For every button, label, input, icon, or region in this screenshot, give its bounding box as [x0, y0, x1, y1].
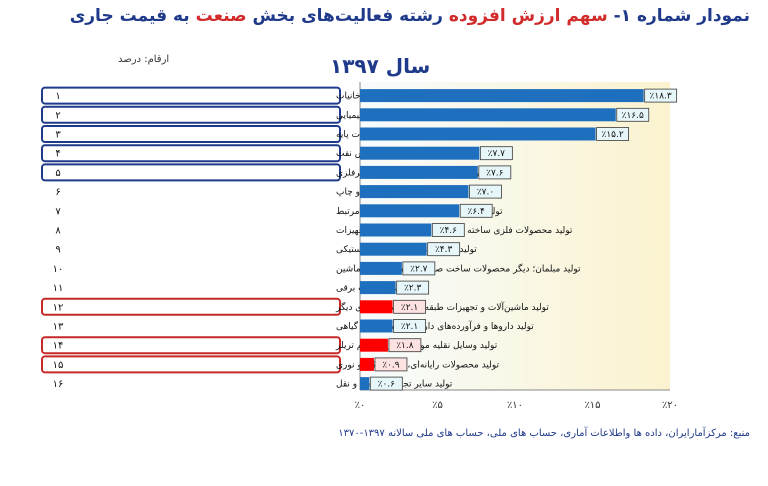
source-note: منبع: مرکزآمارایران، داده ها واطلاعات آم… — [338, 428, 750, 439]
bar — [360, 165, 478, 179]
row-highlight-box — [41, 86, 341, 105]
row-rank: ۲ — [55, 110, 60, 121]
value-label: ٪۷.۷ — [488, 149, 506, 159]
value-label-box — [388, 338, 422, 353]
value-label: ٪۲.۱ — [401, 303, 418, 313]
x-tick-label: ٪۱۰ — [507, 400, 523, 411]
row-highlight-box — [41, 355, 341, 374]
value-label: ٪۱.۸ — [396, 341, 414, 351]
x-tick-label: ٪۱۵ — [584, 400, 600, 411]
value-label-box — [479, 146, 513, 161]
value-label: ٪۰.۶ — [378, 380, 396, 390]
row-rank: ۱ — [55, 91, 60, 102]
bar — [360, 146, 480, 160]
value-label: ٪۴.۳ — [435, 245, 453, 255]
value-label-box — [427, 242, 461, 257]
row-rank: ۹ — [55, 245, 60, 256]
x-tick-label: ٪۲۰ — [662, 400, 678, 411]
row-rank: ۱۳ — [53, 322, 64, 333]
row-highlight-box — [41, 336, 341, 355]
value-label-box — [393, 319, 426, 333]
value-label: ٪۲.۷ — [410, 264, 428, 274]
value-label-box — [402, 261, 436, 276]
bar — [360, 89, 644, 103]
value-label-box — [396, 280, 430, 295]
value-label: ٪۷.۶ — [486, 168, 504, 178]
bar — [360, 185, 469, 199]
bar — [360, 338, 388, 352]
row-rank: ۷ — [55, 206, 61, 217]
bar — [360, 242, 427, 256]
bar — [360, 300, 393, 314]
row-rank: ۱۲ — [53, 302, 64, 313]
value-label-box — [374, 357, 408, 372]
bar — [360, 127, 596, 141]
row-highlight-box — [41, 163, 341, 182]
value-label: ٪۷.۰ — [477, 188, 494, 198]
value-label: ٪۱۸.۳ — [650, 92, 672, 102]
bar — [360, 377, 370, 391]
row-rank: ۵ — [55, 168, 60, 179]
title-part-1: نمودار شماره ۱- — [607, 6, 750, 26]
row-rank: ۱۱ — [53, 283, 64, 294]
value-label: ٪۲.۳ — [404, 284, 422, 294]
row-rank: ۳ — [55, 130, 61, 141]
row-highlight-box — [41, 125, 341, 143]
units-label: ارقام: درصد — [118, 54, 170, 65]
value-label: ٪۲.۱ — [401, 322, 418, 332]
row-highlight-box — [41, 297, 341, 316]
row-rank: ۱۴ — [53, 341, 64, 352]
chart-title: نمودار شماره ۱- سهم ارزش افزوده رشته فعا… — [70, 6, 750, 26]
value-label-box — [596, 127, 629, 141]
bar — [360, 204, 460, 218]
bar — [360, 108, 616, 122]
title-part-5: به قیمت جاری — [69, 6, 196, 26]
row-rank: ۱۵ — [53, 360, 64, 371]
value-label: ٪۱۵.۲ — [601, 130, 623, 140]
value-label-box — [393, 299, 426, 314]
title-part-3: رشته فعالیت‌های بخش — [246, 6, 449, 26]
bar — [360, 281, 396, 295]
value-label: ٪۴.۶ — [440, 226, 458, 236]
value-label-box — [431, 223, 465, 237]
x-tick-label: ٪۵ — [432, 400, 443, 411]
value-label-box — [469, 184, 502, 199]
row-rank: ۱۶ — [53, 379, 64, 390]
value-label-box — [369, 376, 403, 391]
row-rank: ۴ — [55, 149, 60, 160]
x-tick-label: ٪۰ — [355, 400, 366, 411]
value-label-box — [478, 165, 512, 180]
bar — [360, 357, 374, 371]
bar — [360, 261, 402, 275]
chart-subtitle: سال ۱۳۹۷ — [330, 54, 431, 78]
value-label: ٪۱۶.۵ — [622, 111, 644, 121]
bar — [360, 319, 393, 333]
row-highlight-box — [41, 105, 341, 124]
bar — [360, 223, 432, 237]
row-rank: ۸ — [55, 226, 61, 237]
value-label: ٪۰.۹ — [382, 360, 400, 370]
row-rank: ۱۰ — [53, 264, 64, 275]
value-label-box — [616, 107, 650, 122]
value-label-box — [644, 88, 678, 103]
value-label: ٪۶.۴ — [468, 207, 486, 217]
value-label-box — [459, 203, 493, 218]
row-label: تولید محصولات رایانه‌ای، الکترونیکی و نو… — [336, 360, 500, 370]
title-part-2: سهم ارزش افزوده — [448, 6, 608, 26]
title-part-4: صنعت — [195, 6, 247, 26]
row-rank: ۶ — [55, 187, 60, 198]
row-highlight-box — [41, 144, 341, 163]
